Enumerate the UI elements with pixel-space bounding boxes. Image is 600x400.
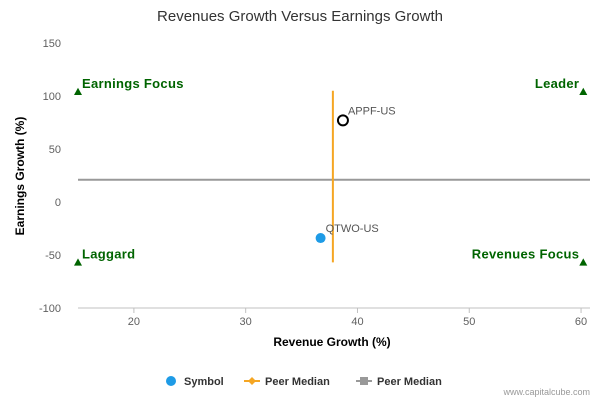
y-axis-title: Earnings Growth (%) bbox=[13, 117, 27, 236]
quadrant-label-bottom-left: Laggard bbox=[82, 246, 135, 261]
data-label-qtwo-us: QTWO-US bbox=[326, 223, 379, 235]
x-tick-label: 30 bbox=[240, 316, 252, 328]
legend-peer-median-diamond bbox=[248, 377, 256, 385]
chart-title: Revenues Growth Versus Earnings Growth bbox=[157, 8, 443, 25]
y-tick-label: 100 bbox=[43, 91, 61, 103]
data-point-qtwo-us bbox=[315, 233, 326, 244]
quadrant-marker-bottom-right bbox=[579, 258, 588, 266]
x-tick-label: 50 bbox=[463, 316, 475, 328]
quadrant-marker-top-right bbox=[579, 87, 588, 95]
quadrant-label-top-left: Earnings Focus bbox=[82, 76, 184, 91]
y-tick-label: -50 bbox=[45, 250, 61, 262]
x-axis-title: Revenue Growth (%) bbox=[273, 335, 390, 349]
legend: Symbol Peer Median Peer Median bbox=[166, 376, 442, 388]
x-tick-label: 60 bbox=[575, 316, 587, 328]
quadrant-marker-bottom-left bbox=[74, 258, 82, 266]
plot-area: 20 30 40 50 60 -100 -50 0 50 100 150 Earnings Focus… bbox=[39, 38, 590, 328]
legend-peer-median-square bbox=[360, 377, 368, 385]
quadrant-label-bottom-right: Revenues Focus bbox=[472, 246, 580, 261]
y-tick-label: 150 bbox=[43, 38, 61, 50]
legend-symbol-marker bbox=[166, 376, 176, 386]
quadrant-marker-top-left bbox=[74, 87, 82, 95]
y-tick-label: 0 bbox=[55, 197, 61, 209]
data-point-appf-us bbox=[336, 114, 349, 127]
quadrant-label-top-right: Leader bbox=[535, 76, 579, 91]
y-tick-label: 50 bbox=[49, 144, 61, 156]
credit-text: www.capitalcube.com bbox=[502, 387, 590, 397]
data-label-appf-us: APPF-US bbox=[348, 105, 396, 117]
x-tick-label: 20 bbox=[128, 316, 140, 328]
legend-label: Peer Median bbox=[377, 376, 442, 388]
x-tick-label: 40 bbox=[351, 316, 363, 328]
legend-label: Peer Median bbox=[265, 376, 330, 388]
legend-label: Symbol bbox=[184, 376, 224, 388]
y-tick-label: -100 bbox=[39, 303, 61, 315]
